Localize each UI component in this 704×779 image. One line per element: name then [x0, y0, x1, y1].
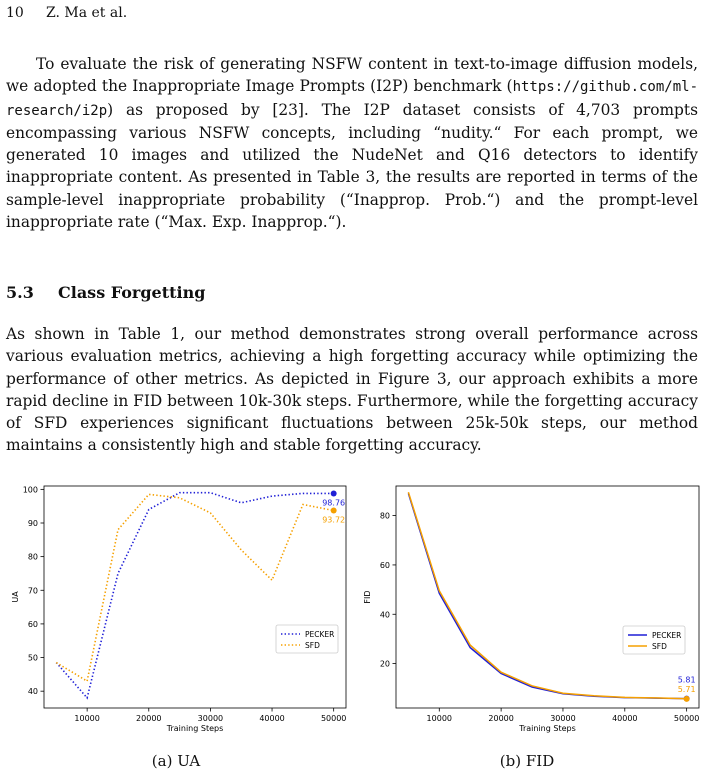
y-axis-label: FID [363, 590, 372, 603]
paragraph-i2p-part-a: To evaluate the risk of generating NSFW … [6, 55, 698, 96]
plot-frame [43, 485, 347, 709]
y-axis-label: UA [11, 591, 20, 603]
x-tick-label: 30000 [550, 714, 575, 723]
fid-chart: 10000 20000 30000 40000 50000 20 40 60 80 Trainin… [363, 485, 700, 733]
x-tick-label: 40000 [612, 714, 637, 723]
ua-chart: 10000 20000 30000 40000 50000 40 50 60 70 80 90 100… [11, 485, 347, 733]
section-number: 5.3 [6, 283, 34, 302]
caption-fid: (b) FID [499, 752, 555, 770]
series-end-label-pecker: 98.76 [322, 499, 345, 508]
legend-box [622, 625, 686, 655]
series-end-point-sfd [683, 695, 690, 702]
section-heading: 5.3 Class Forgetting [6, 283, 205, 302]
series-line-sfd [407, 491, 687, 700]
x-tick-label: 10000 [74, 714, 99, 723]
y-tick-label: 40 [380, 610, 390, 619]
x-tick-label: 10000 [427, 714, 452, 723]
x-axis-label: Training Steps [518, 724, 576, 733]
series-line-pecker [55, 491, 334, 700]
y-tick-label: 100 [23, 485, 38, 494]
page-number: 10 [6, 5, 24, 21]
y-tick-label: 50 [28, 654, 38, 663]
x-tick-label: 50000 [674, 714, 699, 723]
y-tick-label: 80 [28, 553, 38, 562]
legend-label-pecker: PECKER [305, 630, 334, 639]
series-end-label-pecker: 5.81 [678, 676, 696, 685]
legend-label-sfd: SFD [305, 641, 320, 650]
x-tick-label: 30000 [198, 714, 223, 723]
x-tick-label: 20000 [136, 714, 161, 723]
series-line-pecker [407, 493, 687, 700]
paragraph-i2p-part-b: ) as proposed by [23]. The I2P dataset c… [6, 100, 698, 232]
y-tick-label: 20 [380, 660, 390, 669]
x-tick-label: 50000 [321, 714, 346, 723]
running-authors: Z. Ma et al. [46, 5, 128, 21]
caption-ua: (a) UA [151, 752, 201, 770]
y-tick-label: 40 [28, 687, 38, 696]
x-tick-label: 20000 [488, 714, 513, 723]
x-axis-label: Training Steps [166, 724, 224, 733]
series-end-label-sfd: 93.72 [322, 515, 345, 524]
series-end-label-sfd: 5.71 [678, 685, 696, 694]
paragraph-class-forgetting: As shown in Table 1, our method demonstr… [6, 325, 698, 455]
legend-label-sfd: SFD [652, 642, 667, 651]
legend-label-pecker: PECKER [652, 631, 681, 640]
y-tick-label: 90 [28, 519, 38, 528]
series-end-point-sfd [330, 507, 337, 514]
series-end-point-pecker [330, 490, 337, 497]
section-title: Class Forgetting [58, 283, 206, 302]
y-tick-label: 60 [380, 561, 390, 570]
x-tick-label: 40000 [259, 714, 284, 723]
i2p-link[interactable]: https://github.com/ml-research/i2p [6, 79, 698, 119]
plot-frame [395, 485, 700, 709]
y-tick-label: 80 [380, 512, 390, 521]
page-header: 10 Z. Ma et al. [6, 5, 127, 21]
y-tick-label: 70 [28, 586, 38, 595]
legend-box [275, 624, 339, 654]
paragraph-i2p: To evaluate the risk of generating NSFW … [6, 53, 698, 233]
series-line-sfd [55, 493, 334, 683]
y-tick-label: 60 [28, 620, 38, 629]
